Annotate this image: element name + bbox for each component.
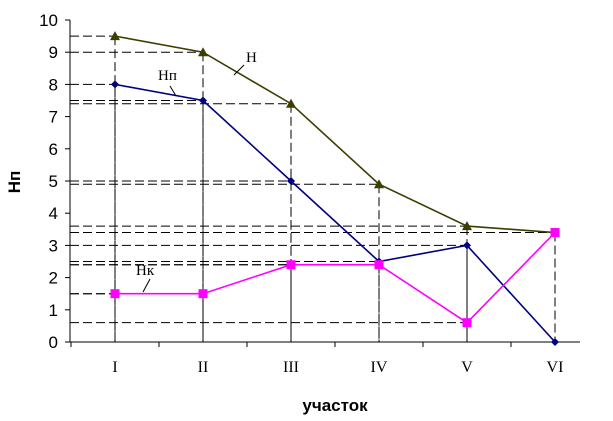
x-tick-label-0: I [112, 359, 117, 376]
x-axis-title: участок [302, 396, 368, 415]
x-tick-label-1: II [198, 359, 209, 376]
point-0-0 [110, 31, 120, 41]
point-1-5 [551, 338, 559, 346]
x-tick-label-5: VI [547, 359, 564, 376]
x-tick-label-3: IV [371, 359, 388, 376]
point-2-2 [286, 260, 296, 270]
y-tick-label-5: 5 [49, 172, 58, 191]
point-1-4 [463, 241, 471, 250]
series-label-leader-2 [142, 278, 151, 293]
series-label-1: Нп [158, 68, 177, 84]
point-2-1 [198, 289, 208, 299]
y-tick-label-9: 9 [49, 43, 58, 62]
point-1-2 [287, 177, 295, 185]
y-tick-label-10: 10 [39, 11, 58, 30]
point-2-5 [550, 228, 560, 238]
series-markers [110, 31, 560, 346]
x-tick-label-2: III [283, 359, 299, 376]
y-tick-label-1: 1 [49, 301, 58, 320]
series-line-0 [114, 35, 556, 234]
point-1-1 [199, 96, 207, 105]
series-labels: Н Нп Нк [136, 50, 257, 293]
point-0-2 [286, 98, 296, 108]
point-1-0 [111, 80, 119, 89]
point-2-0 [110, 289, 120, 299]
point-0-1 [198, 47, 208, 57]
y-tick-labels: 0 1 2 3 4 5 6 7 8 9 10 [39, 11, 58, 352]
y-tick-label-8: 8 [49, 75, 58, 94]
y-tick-label-3: 3 [49, 236, 58, 255]
x-tick-label-4: V [461, 359, 473, 376]
point-2-3 [374, 260, 384, 270]
y-tick-label-2: 2 [49, 269, 58, 288]
point-0-3 [374, 179, 384, 189]
point-0-4 [462, 221, 472, 231]
x-tick-labels: I II III IV V VI [112, 359, 563, 376]
point-2-4 [462, 318, 472, 328]
series-line-1 [114, 83, 556, 343]
y-tick-label-0: 0 [49, 333, 58, 352]
series-lines [114, 35, 556, 343]
dashed-guides [70, 35, 556, 343]
y-tick-label-7: 7 [49, 108, 58, 127]
series-label-0: Н [246, 50, 257, 66]
y-axis-title: Нп [5, 171, 24, 194]
series-label-leader-0 [233, 64, 245, 76]
series-label-leader-1 [169, 85, 177, 97]
y-tick-label-6: 6 [49, 140, 58, 159]
series-line-2 [115, 231, 556, 324]
series-label-2: Нк [136, 263, 155, 279]
y-tick-label-4: 4 [49, 204, 58, 223]
axes [65, 19, 580, 347]
